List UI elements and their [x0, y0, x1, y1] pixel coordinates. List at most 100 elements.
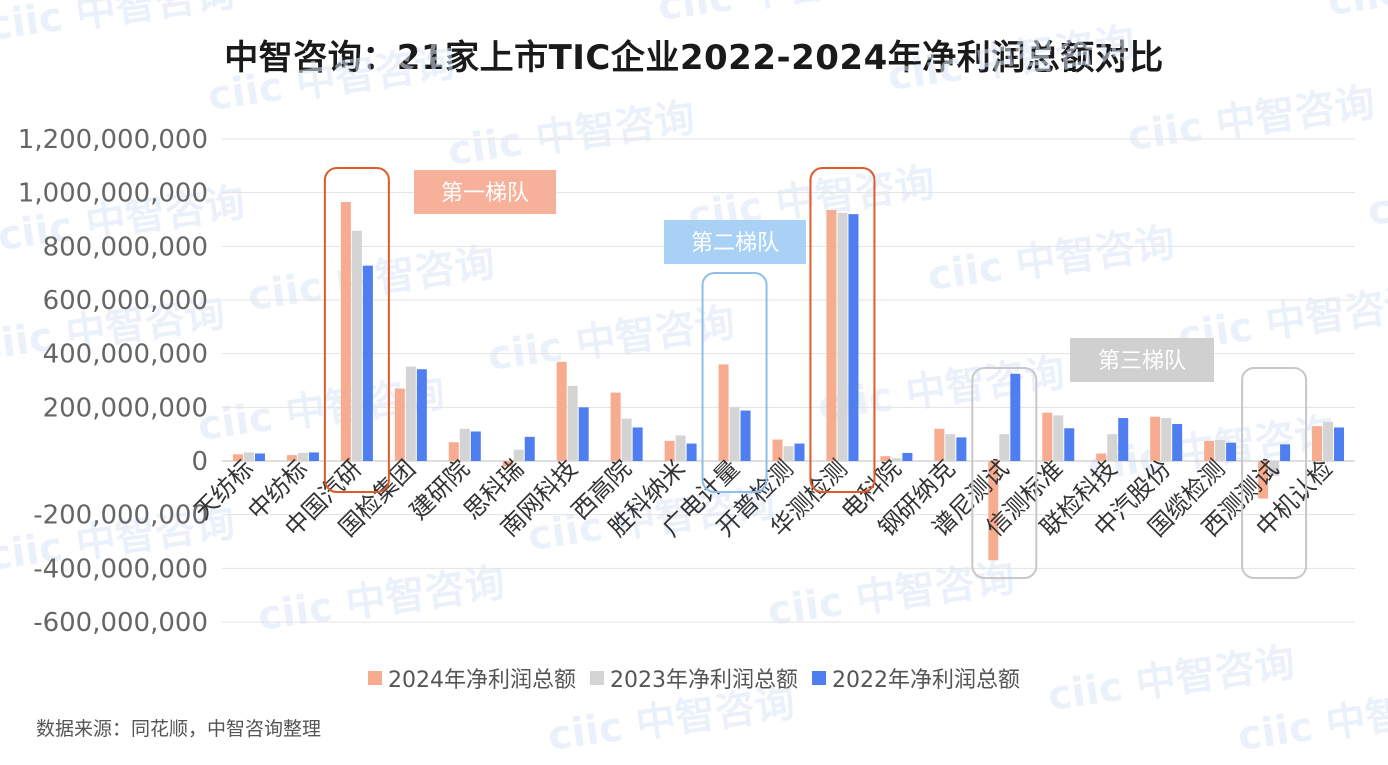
watermark: ciic 中智咨询 — [445, 95, 698, 175]
watermark: ciic 中智咨询 — [255, 560, 508, 640]
y-tick-label: 1,200,000,000 — [18, 125, 208, 155]
bar-2023 — [297, 452, 308, 461]
tier2-label: 第二梯队 — [691, 231, 779, 256]
bar-2024 — [610, 392, 621, 461]
watermark: ciic 中智咨询 — [1325, 0, 1388, 25]
bar-2024 — [448, 442, 459, 461]
legend-swatch-2022 — [812, 671, 826, 685]
bar-2024 — [1204, 440, 1215, 461]
bar-2024 — [1150, 416, 1161, 461]
bar-2024 — [1042, 412, 1053, 461]
watermark: ciic 中智咨询 — [485, 300, 738, 380]
bar-2022 — [1280, 444, 1291, 461]
bar-2023 — [837, 212, 848, 461]
chart-legend: 2024年净利润总额 2023年净利润总额 2022年净利润总额 — [0, 662, 1388, 694]
bar-2022 — [632, 427, 643, 461]
legend-label-2024: 2024年净利润总额 — [388, 668, 576, 693]
bar-2023 — [1269, 461, 1280, 476]
bar-2022 — [740, 410, 751, 461]
legend-item-2023: 2023年净利润总额 — [590, 662, 798, 694]
bar-2023 — [1215, 440, 1226, 461]
watermark: ciic 中智咨询 — [885, 20, 1138, 100]
bar-2022 — [254, 453, 265, 461]
legend-swatch-2023 — [590, 671, 604, 685]
bar-2023 — [1053, 415, 1064, 461]
bar-2024 — [934, 428, 945, 461]
chart-title: 中智咨询：21家上市TIC企业2022-2024年净利润总额对比 — [224, 38, 1164, 78]
y-tick-label: 600,000,000 — [43, 286, 208, 316]
tier1-label: 第一梯队 — [441, 181, 529, 206]
bar-2024 — [556, 361, 567, 461]
bar-2022 — [686, 443, 697, 461]
bar-2023 — [351, 230, 362, 461]
watermark: ciic 中智咨询 — [655, 0, 908, 30]
bar-2022 — [308, 452, 319, 461]
tier3-label-bg — [1070, 338, 1214, 382]
bar-2022 — [1064, 428, 1075, 461]
bar-2023 — [1107, 434, 1118, 461]
bar-2022 — [416, 369, 427, 461]
watermark: ciic 中智咨询 — [1125, 80, 1378, 160]
tier2-label-bg — [664, 220, 806, 264]
bar-2023 — [891, 458, 902, 461]
bar-2024 — [880, 456, 891, 461]
bar-2023 — [783, 446, 794, 461]
y-tick-label: 200,000,000 — [43, 393, 208, 423]
y-tick-label: 0 — [191, 447, 208, 477]
legend-item-2022: 2022年净利润总额 — [812, 662, 1020, 694]
y-tick-label: 800,000,000 — [43, 232, 208, 262]
bar-2022 — [794, 443, 805, 461]
bar-2022 — [578, 407, 589, 461]
bar-2022 — [1226, 442, 1237, 461]
legend-label-2022: 2022年净利润总额 — [832, 668, 1020, 693]
bar-2023 — [1161, 418, 1172, 461]
bar-2024 — [1258, 461, 1269, 499]
bar-2024 — [718, 364, 729, 461]
legend-label-2023: 2023年净利润总额 — [610, 668, 798, 693]
bar-2024 — [772, 439, 783, 461]
bar-2023 — [513, 449, 524, 461]
bar-2023 — [621, 418, 632, 461]
bar-2022 — [1172, 423, 1183, 461]
bar-2024 — [286, 455, 297, 461]
watermark: ciic 中智咨询 — [1365, 155, 1388, 235]
bar-2022 — [470, 431, 481, 461]
y-tick-label: 1,000,000,000 — [18, 179, 208, 209]
bar-2022 — [362, 265, 373, 461]
bar-2022 — [902, 452, 913, 461]
bar-2022 — [956, 437, 967, 461]
bar-2022 — [848, 214, 859, 461]
bar-2023 — [999, 434, 1010, 461]
watermark: ciic 中智咨询 — [0, 0, 238, 50]
bar-2023 — [1323, 422, 1334, 461]
watermark: ciic 中智咨询 — [765, 555, 1018, 635]
bar-2022 — [1010, 373, 1021, 461]
legend-item-2024: 2024年净利润总额 — [368, 662, 576, 694]
bar-2024 — [988, 461, 999, 561]
watermark: ciic 中智咨询 — [205, 40, 458, 120]
bar-2024 — [1312, 426, 1323, 461]
y-tick-label: 400,000,000 — [43, 340, 208, 370]
bar-2023 — [243, 452, 254, 461]
tier1-box-zhongguoqiyan — [323, 167, 390, 493]
bar-2024 — [394, 388, 405, 461]
y-tick-label: -200,000,000 — [33, 501, 208, 531]
bar-2024 — [826, 210, 837, 461]
y-tick-label: -400,000,000 — [33, 554, 208, 584]
bar-2022 — [524, 436, 535, 461]
bar-2023 — [459, 428, 470, 461]
tier3-box-puni — [971, 367, 1038, 579]
bar-2022 — [1118, 418, 1129, 461]
bar-2023 — [945, 434, 956, 461]
tier1-label-bg — [414, 170, 556, 214]
bar-2024 — [1096, 453, 1107, 461]
tier3-label: 第三梯队 — [1098, 349, 1186, 374]
bar-2024 — [502, 461, 513, 467]
data-source-note: 数据来源：同花顺，中智咨询整理 — [36, 718, 322, 740]
legend-swatch-2024 — [368, 671, 382, 685]
y-tick-label: -600,000,000 — [33, 608, 208, 638]
tier1-box-huacejiance — [809, 167, 876, 493]
watermark: ciic 中智咨询 — [925, 220, 1178, 300]
bar-2024 — [232, 454, 243, 461]
